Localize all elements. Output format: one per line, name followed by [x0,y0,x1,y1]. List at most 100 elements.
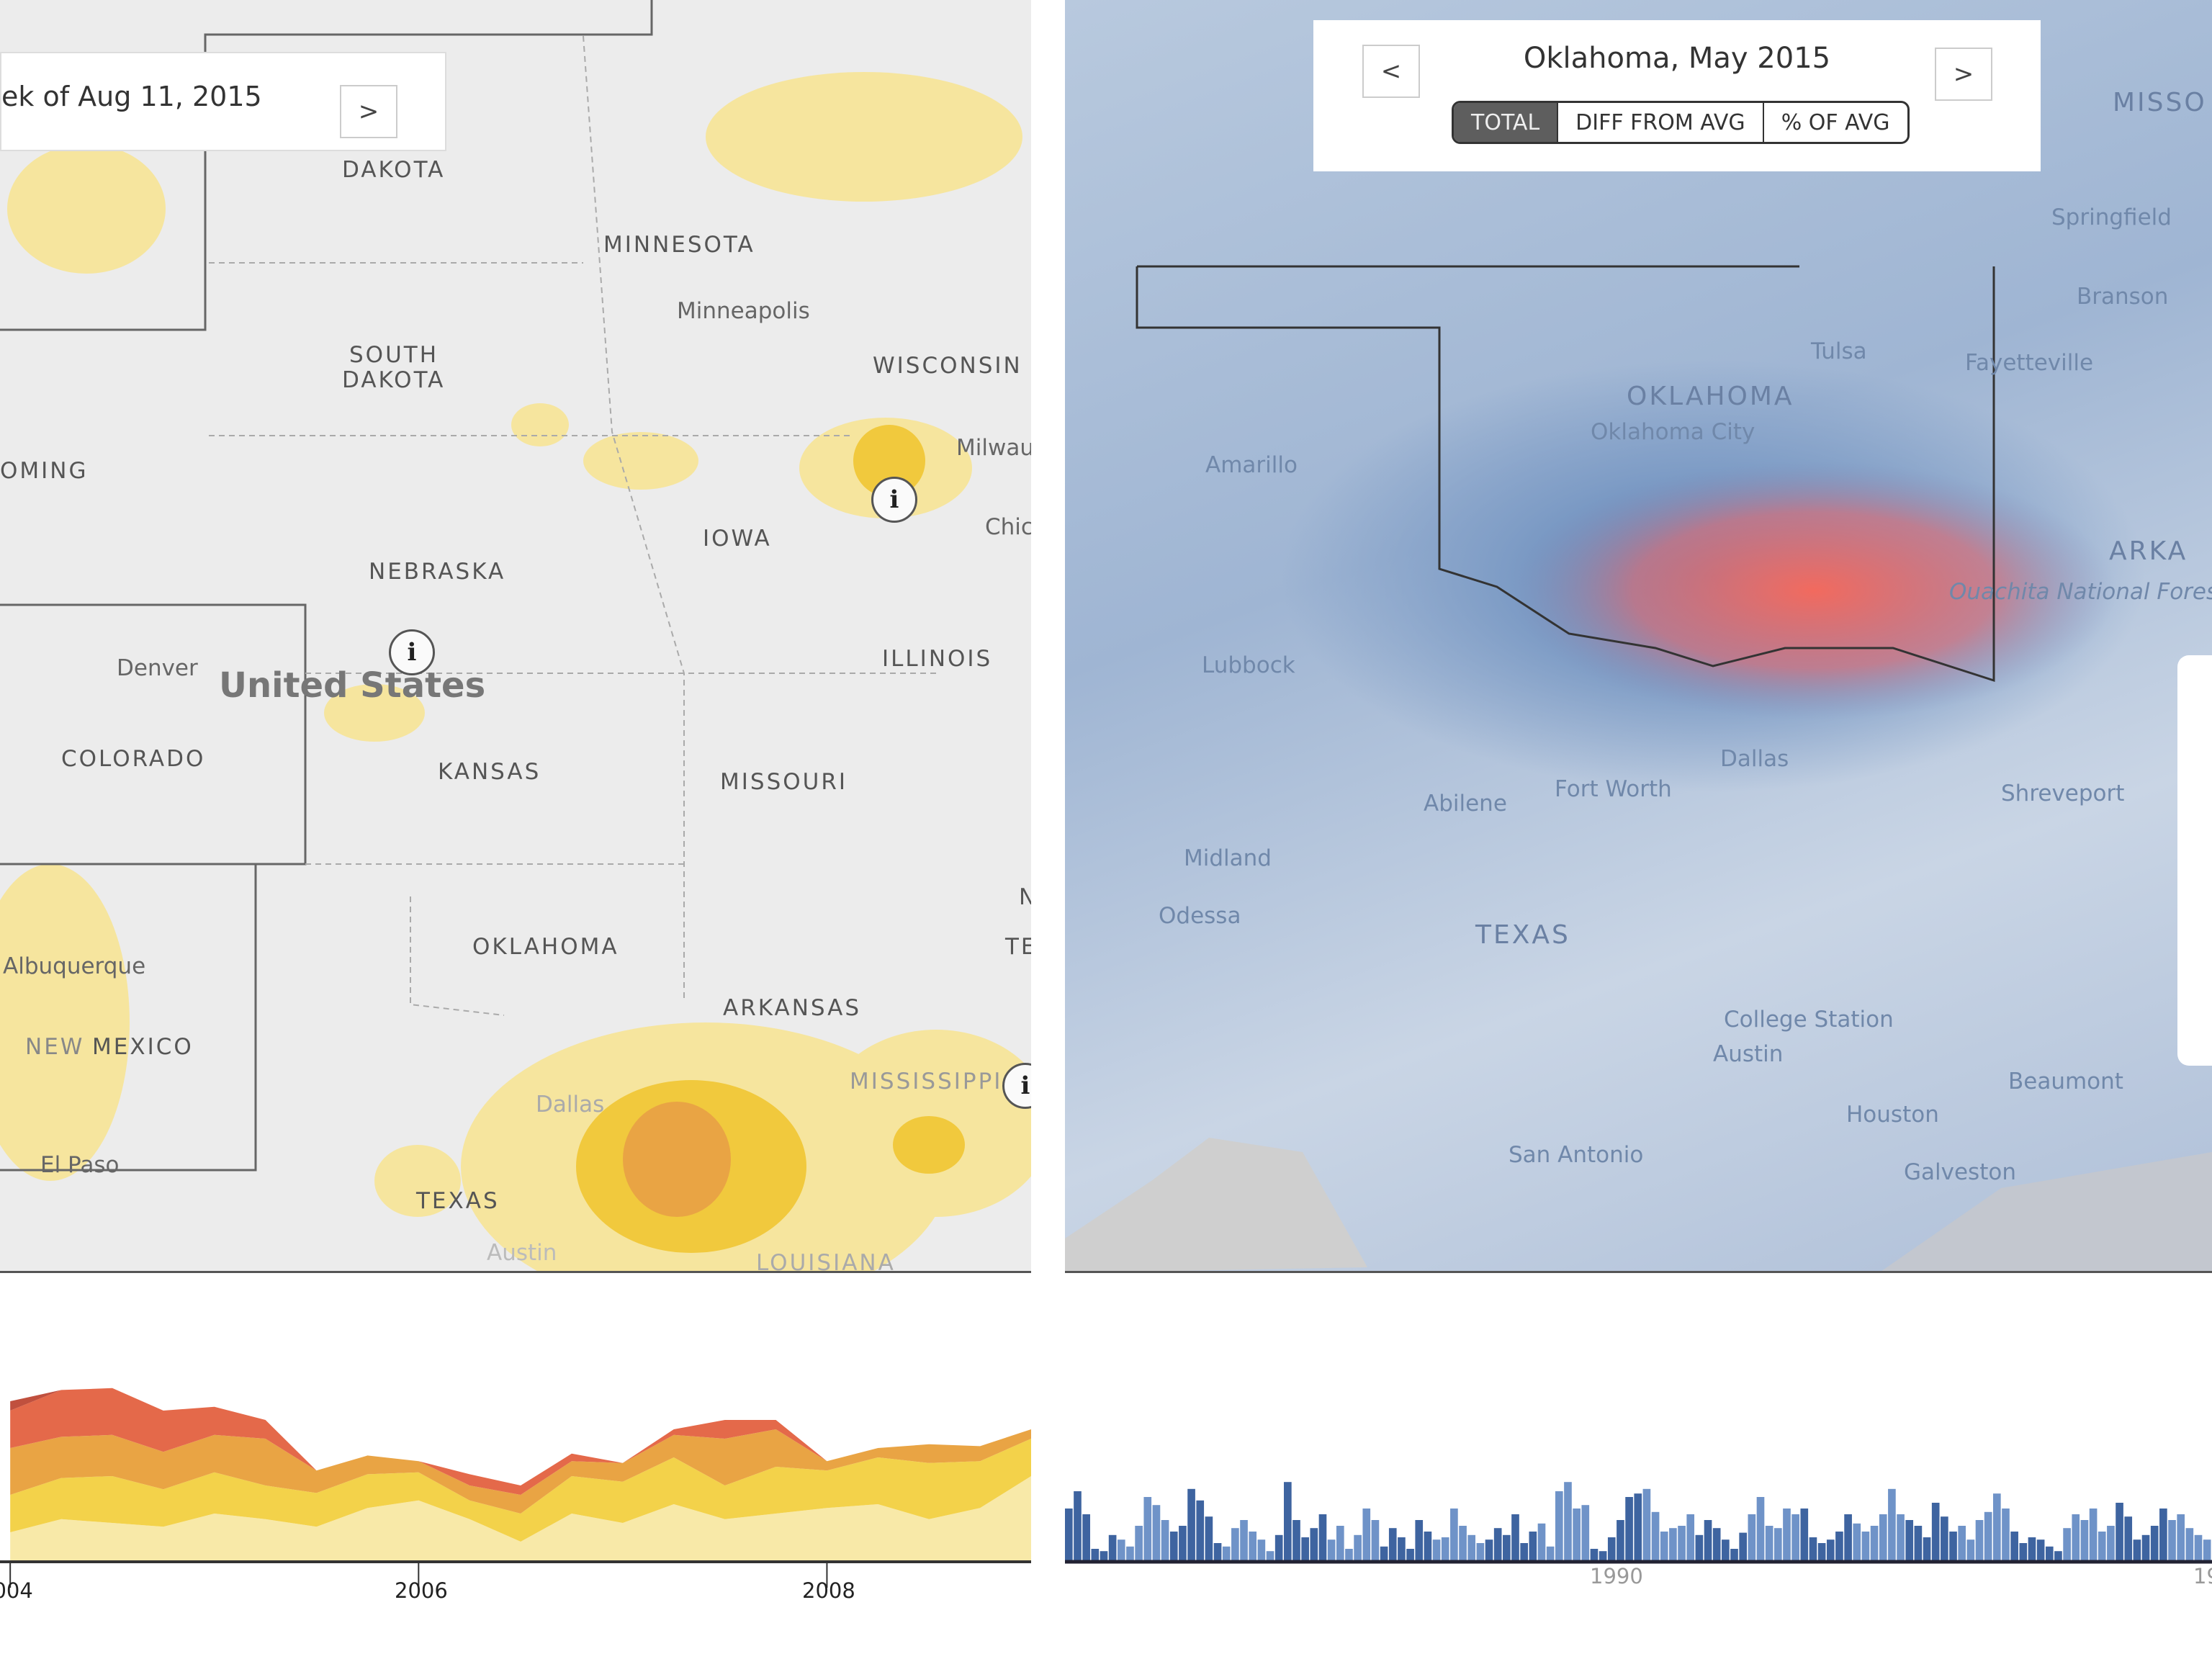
city-label: Tulsa [1811,338,1867,364]
city-label: San Antonio [1509,1142,1644,1168]
rain-bar [2080,1520,2089,1560]
rain-bar [1240,1520,1248,1560]
rain-bar [1126,1546,1134,1560]
rain-bar [1467,1534,1476,1560]
rain-bar [1634,1493,1642,1560]
state-label: ILLINOIS [882,646,993,672]
rain-bar [1345,1549,1353,1560]
state-label: MINNESOTA [603,232,755,258]
week-label: ek of Aug 11, 2015 [1,81,262,112]
side-panel-edge[interactable] [2177,655,2212,1066]
mode-toggle: TOTAL DIFF FROM AVG % OF AVG [1452,101,1910,144]
rain-bar [1520,1543,1528,1560]
rain-bar [1318,1514,1327,1560]
rain-bar [1249,1532,1257,1560]
rain-bar [1931,1503,1940,1560]
rain-bar [2124,1516,2133,1560]
rain-bar [1388,1528,1397,1560]
rain-bar [2168,1520,2176,1560]
rain-bar [1380,1546,1388,1560]
state-label: MISSO [2113,88,2207,117]
next-week-button[interactable]: > [340,85,397,138]
rain-bar [1537,1523,1546,1560]
rain-bar [1555,1491,1563,1560]
rain-bar [2150,1526,2159,1560]
state-label: N [1019,884,1031,910]
rain-bar [1424,1532,1432,1560]
rainfall-map[interactable]: OKLAHOMA TEXAS ARKA MISSO Tulsa Oklahoma… [1065,0,2212,1273]
rain-bar [1853,1523,1861,1560]
area-series-D1 [10,1439,1031,1542]
rain-bar [1958,1526,1966,1560]
state-label: ARKA [2109,536,2188,566]
park-label: Ouachita National Fores [1949,579,2212,605]
rain-bar [2063,1528,2071,1560]
rain-bar [1879,1514,1887,1560]
rain-bar [1459,1526,1467,1560]
rain-bar [1941,1516,1948,1560]
rain-bar [1581,1505,1590,1560]
rain-bar [1196,1500,1205,1560]
country-label: United States [219,665,486,706]
rain-bar [1888,1488,1896,1560]
info-icon[interactable]: i [389,629,435,675]
rain-bar [1897,1514,1905,1560]
city-label: Branson [2077,284,2169,310]
city-label: Houston [1846,1102,1939,1128]
rain-bar [1835,1532,1843,1560]
rain-bar [1415,1520,1424,1560]
rainfall-overlay [1065,265,2212,1271]
area-series-D2 [10,1429,1031,1514]
rain-bar [1529,1532,1537,1560]
rain-bar [1108,1534,1117,1560]
info-icon[interactable]: i [871,477,917,523]
rain-bar [1739,1532,1748,1560]
rain-bar [1722,1539,1730,1560]
rain-bar [1100,1551,1108,1560]
rain-bar [1179,1526,1187,1560]
rain-bar [1712,1528,1721,1560]
rain-bar [1870,1526,1879,1560]
rain-bar [1266,1551,1274,1560]
rain-bar [2098,1532,2106,1560]
rain-bar [1398,1537,1406,1560]
x-tick-label: 2004 [0,1578,33,1603]
rain-bar [1748,1514,1756,1560]
city-label: Beaumont [2008,1069,2123,1094]
rain-bar [1573,1509,1581,1560]
rain-bar [1493,1528,1502,1560]
rain-bar [1669,1528,1677,1560]
rain-bar [1511,1514,1519,1560]
city-label: Dallas [536,1092,605,1118]
rain-bar [2045,1546,2054,1560]
drought-map[interactable]: ek of Aug 11, 2015 > DAKOTA MINNESOTA SO… [0,0,1031,1273]
rain-bar [1984,1511,1992,1560]
state-label: SOUTH [349,342,439,368]
mode-diff-button[interactable]: DIFF FROM AVG [1557,103,1763,142]
mode-total-button[interactable]: TOTAL [1454,103,1557,142]
rain-bar [1274,1534,1283,1560]
rain-bar [1660,1532,1668,1560]
rain-bar [1599,1551,1607,1560]
drought-overlay [0,0,1031,1271]
next-month-button[interactable]: > [1935,48,1992,101]
rain-bar [1406,1549,1414,1560]
rain-bar [1992,1493,2001,1560]
drought-area-chart[interactable] [0,1332,1031,1635]
rain-bar [1800,1509,1809,1560]
state-label: DAKOTA [342,157,446,183]
rain-bar [1546,1546,1555,1560]
rain-bar [1503,1534,1511,1560]
state-label: DAKOTA [342,367,446,393]
state-label: MISSISSIPPI [850,1069,1003,1094]
rain-bar [2133,1539,2141,1560]
mode-percent-button[interactable]: % OF AVG [1762,103,1907,142]
rain-bar [1371,1520,1380,1560]
rainfall-bar-chart[interactable] [1065,1332,2212,1635]
rain-bar [1362,1509,1371,1560]
city-label: Chic [985,514,1031,540]
rain-bar [1678,1526,1686,1560]
state-label: OKLAHOMA [1627,382,1794,411]
prev-month-button[interactable]: < [1362,45,1420,98]
rain-bar [2194,1534,2203,1560]
